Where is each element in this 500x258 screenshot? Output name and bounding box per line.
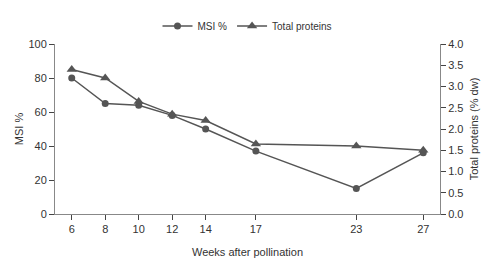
svg-text:17: 17 (250, 223, 262, 235)
svg-text:100: 100 (28, 38, 46, 50)
svg-text:Total proteins: Total proteins (272, 21, 331, 32)
svg-text:6: 6 (69, 223, 75, 235)
svg-text:0.5: 0.5 (448, 187, 463, 199)
svg-text:23: 23 (350, 223, 362, 235)
svg-text:2.0: 2.0 (448, 123, 463, 135)
svg-text:3.5: 3.5 (448, 59, 463, 71)
svg-text:10: 10 (133, 223, 145, 235)
svg-text:1.5: 1.5 (448, 144, 463, 156)
svg-text:MSI %: MSI % (13, 113, 25, 146)
svg-text:1.0: 1.0 (448, 165, 463, 177)
svg-text:8: 8 (102, 223, 108, 235)
svg-text:2.5: 2.5 (448, 102, 463, 114)
svg-text:MSI %: MSI % (198, 21, 228, 32)
svg-text:Weeks after pollination: Weeks after pollination (192, 246, 303, 258)
svg-text:3.0: 3.0 (448, 80, 463, 92)
svg-text:4.0: 4.0 (448, 38, 463, 50)
svg-text:20: 20 (35, 174, 47, 186)
svg-text:14: 14 (200, 223, 212, 235)
svg-text:0: 0 (41, 208, 47, 220)
svg-text:12: 12 (166, 223, 178, 235)
svg-text:Total proteins (% dw): Total proteins (% dw) (468, 78, 480, 181)
svg-text:80: 80 (35, 72, 47, 84)
svg-text:40: 40 (35, 140, 47, 152)
svg-text:27: 27 (417, 223, 429, 235)
svg-text:0.0: 0.0 (448, 208, 463, 220)
svg-text:60: 60 (35, 106, 47, 118)
